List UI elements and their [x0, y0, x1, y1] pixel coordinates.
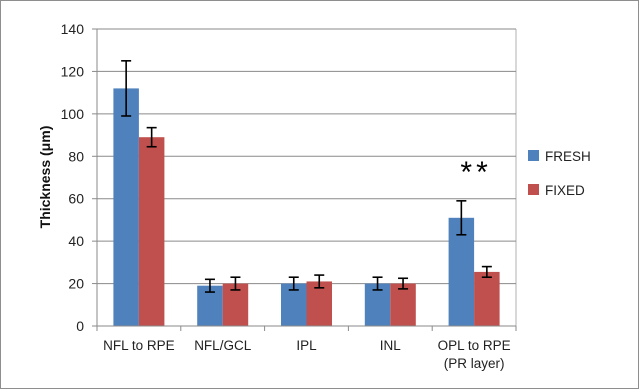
legend-swatch-fixed [528, 184, 539, 195]
x-tick-label: IPL [296, 338, 317, 353]
x-tick-label: NFL/GCL [194, 338, 252, 353]
axes-group [92, 28, 517, 331]
bar-fixed [138, 137, 165, 326]
x-tick-label: INL [380, 338, 402, 353]
y-tick-label: 140 [61, 21, 85, 37]
significance-marker: ** [460, 156, 491, 189]
bar-fixed [390, 283, 416, 326]
bar-fixed [306, 281, 332, 326]
x-tick-label: OPL to RPE [438, 338, 511, 353]
bar-fixed [474, 271, 500, 326]
y-axis-label: Thickness (μm) [37, 126, 53, 229]
x-tick-label: (PR layer) [444, 356, 505, 371]
legend-swatch-fresh [528, 150, 539, 161]
x-tick-labels: NFL to RPE NFL/GCL IPL INL OPL to RPE (PR lay… [103, 338, 510, 371]
bar-fresh [113, 88, 139, 327]
legend-label-fixed: FIXED [545, 183, 585, 198]
y-tick-label: 40 [68, 233, 84, 249]
bars-group [113, 88, 500, 327]
y-tick-label: 120 [61, 63, 85, 79]
y-tick-label: 0 [76, 318, 84, 334]
legend: FRESH FIXED [528, 149, 591, 198]
error-bars-group [121, 60, 492, 293]
annotations-group: ** [460, 156, 491, 189]
legend-label-fresh: FRESH [545, 149, 591, 164]
y-tick-labels: 0 20 40 60 80 100 120 140 [61, 21, 85, 334]
gridlines [97, 28, 516, 285]
x-tick-label: NFL to RPE [103, 338, 175, 353]
y-tick-label: 100 [61, 106, 85, 122]
y-tick-label: 80 [68, 148, 84, 164]
y-tick-label: 20 [68, 276, 84, 292]
y-tick-label: 60 [68, 191, 84, 207]
bar-fresh [448, 217, 475, 326]
